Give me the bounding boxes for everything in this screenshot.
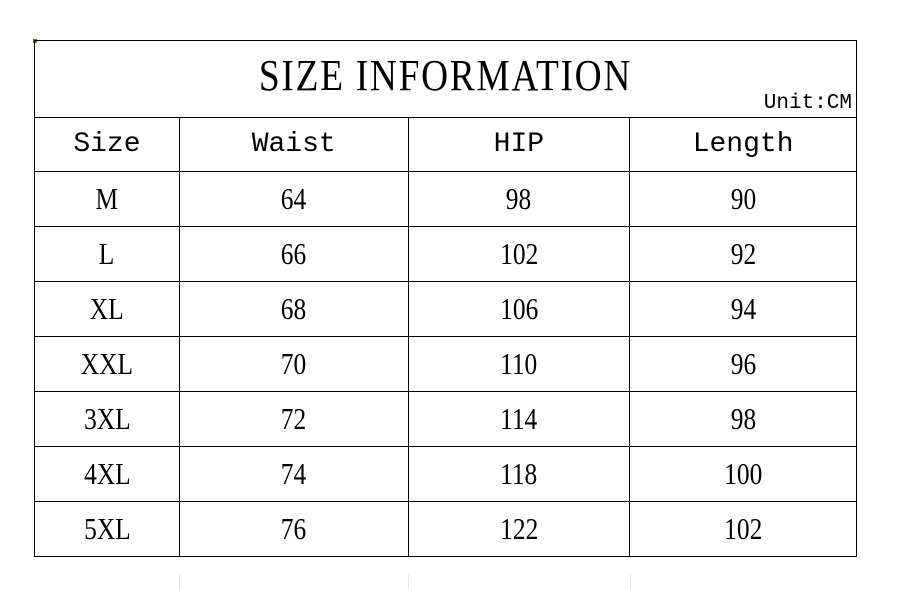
cell-value: XL [89, 291, 124, 326]
cell-hip: 110 [407, 336, 631, 392]
cell-value: L [99, 236, 115, 271]
cell-value: 98 [506, 181, 532, 216]
cell-value: 72 [280, 401, 307, 436]
cell-waist: 74 [178, 446, 409, 502]
cell-value: 98 [730, 401, 756, 436]
title-cell: SIZE INFORMATION Unit:CM [34, 40, 857, 118]
cell-waist: 76 [178, 501, 409, 557]
cell-waist: 70 [178, 336, 409, 392]
cell-hip: 102 [407, 226, 631, 282]
header-size: Size [34, 117, 180, 172]
cell-length: 98 [629, 391, 857, 447]
cell-waist: 72 [178, 391, 409, 447]
ghost-line [408, 574, 409, 589]
cell-value: 64 [280, 181, 307, 216]
table-row: L 66 102 92 [34, 226, 857, 282]
cell-value: 74 [280, 456, 307, 491]
size-chart-table: SIZE INFORMATION Unit:CM Size Waist HIP … [34, 40, 857, 557]
cell-value: XXL [80, 346, 134, 381]
cell-size: XXL [34, 336, 180, 392]
cell-waist: 66 [178, 226, 409, 282]
cell-length: 94 [629, 281, 857, 337]
table-row: M 64 98 90 [34, 171, 857, 227]
table-row: 5XL 76 122 102 [34, 501, 857, 557]
cell-value: 118 [500, 456, 538, 491]
cell-value: 102 [499, 236, 538, 271]
cell-value: 122 [499, 511, 538, 546]
cell-waist: 68 [178, 281, 409, 337]
cell-value: 3XL [83, 401, 131, 436]
cell-hip: 106 [407, 281, 631, 337]
header-hip: HIP [407, 117, 631, 172]
table-row: XXL 70 110 96 [34, 336, 857, 392]
cell-value: 110 [500, 346, 538, 381]
table-row: 4XL 74 118 100 [34, 446, 857, 502]
cell-value: 106 [499, 291, 538, 326]
unit-label: Unit:CM [763, 92, 852, 115]
table-row: XL 68 106 94 [34, 281, 857, 337]
header-length: Length [629, 117, 857, 172]
cell-hip: 122 [407, 501, 631, 557]
cell-length: 102 [629, 501, 857, 557]
cell-length: 96 [629, 336, 857, 392]
cell-hip: 98 [407, 171, 631, 227]
cell-value: 102 [724, 511, 763, 546]
cell-size: 3XL [34, 391, 180, 447]
cell-value: 76 [280, 511, 307, 546]
cell-size: M [34, 171, 180, 227]
ghost-line [630, 574, 631, 589]
ghost-line [179, 574, 180, 589]
cell-value: 66 [280, 236, 307, 271]
cell-hip: 118 [407, 446, 631, 502]
cell-length: 92 [629, 226, 857, 282]
cell-value: M [95, 181, 119, 216]
cell-waist: 64 [178, 171, 409, 227]
cell-value: 94 [730, 291, 756, 326]
table-row: 3XL 72 114 98 [34, 391, 857, 447]
cell-value: 100 [724, 456, 763, 491]
cell-value: 96 [730, 346, 756, 381]
header-row: Size Waist HIP Length [34, 117, 857, 172]
header-waist: Waist [178, 117, 409, 172]
cell-size: 4XL [34, 446, 180, 502]
cell-value: 90 [730, 181, 756, 216]
cell-size: XL [34, 281, 180, 337]
cell-value: 92 [730, 236, 756, 271]
cell-length: 90 [629, 171, 857, 227]
cell-value: 5XL [83, 511, 131, 546]
cell-value: 70 [280, 346, 307, 381]
cell-hip: 114 [407, 391, 631, 447]
cell-value: 68 [280, 291, 307, 326]
cell-length: 100 [629, 446, 857, 502]
cell-value: 4XL [83, 456, 131, 491]
cell-size: 5XL [34, 501, 180, 557]
cell-value: 114 [500, 401, 538, 436]
cell-size: L [34, 226, 180, 282]
chart-title: SIZE INFORMATION [258, 50, 633, 100]
